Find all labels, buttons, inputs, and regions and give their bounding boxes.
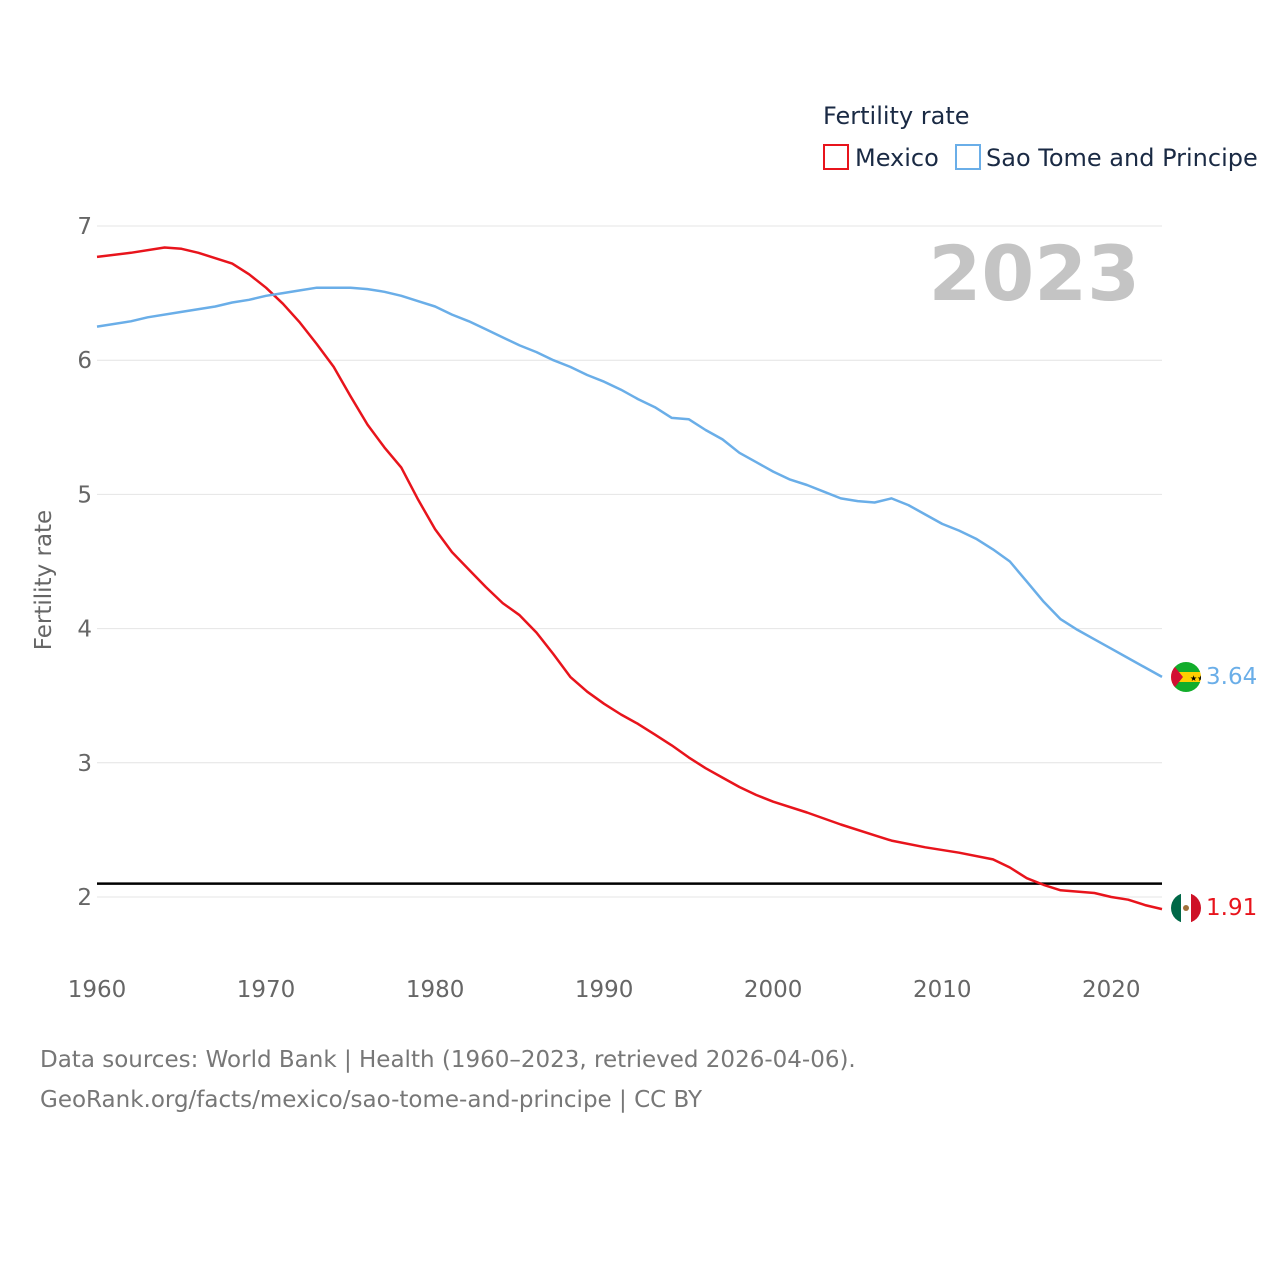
- source-link[interactable]: GeoRank.org/facts/mexico/sao-tome-and-pr…: [40, 1087, 703, 1113]
- legend: Fertility rate Mexico Sao Tome and Princ…: [823, 102, 1258, 172]
- gridlines: [97, 225, 1162, 898]
- sao-tome-flag-icon: ★★: [1171, 662, 1204, 692]
- x-tick-label-1960: 1960: [68, 977, 127, 1003]
- x-tick-label-1980: 1980: [406, 977, 465, 1003]
- y-tick-label-5: 5: [77, 482, 92, 508]
- y-axis-label: Fertility rate: [31, 510, 57, 650]
- legend-swatch-sao-tome: [955, 144, 981, 170]
- x-tick-label-2020: 2020: [1082, 977, 1141, 1003]
- y-tick-label-7: 7: [77, 214, 92, 240]
- y-tick-label-3: 3: [77, 751, 92, 777]
- series-line-sao-tome-and-principe[interactable]: [96, 286, 1163, 678]
- mexico-flag-icon: [1171, 893, 1201, 923]
- x-tick-label-2010: 2010: [913, 977, 972, 1003]
- footer: Data sources: World Bank | Health (1960–…: [40, 1040, 856, 1120]
- series-lines: [96, 246, 1163, 911]
- y-tick-label-2: 2: [77, 885, 92, 911]
- series-line-mexico[interactable]: [96, 246, 1163, 911]
- legend-item-mexico[interactable]: Mexico: [823, 144, 939, 172]
- sao-tome-end-value: 3.64: [1206, 664, 1257, 690]
- legend-label-sao-tome: Sao Tome and Principe: [986, 144, 1258, 172]
- svg-text:★★: ★★: [1190, 674, 1204, 683]
- x-axis-ticks: 1960 1970 1980 1990 2000 2010 2020: [68, 977, 1141, 1003]
- y-tick-label-6: 6: [77, 348, 92, 374]
- legend-swatch-mexico: [823, 144, 849, 170]
- legend-label-mexico: Mexico: [855, 144, 939, 172]
- legend-item-sao-tome[interactable]: Sao Tome and Principe: [955, 144, 1258, 172]
- current-year-label: 2023: [928, 229, 1140, 318]
- x-tick-label-1990: 1990: [575, 977, 634, 1003]
- y-axis-ticks: 2 3 4 5 6 7: [77, 214, 92, 911]
- legend-title: Fertility rate: [823, 102, 970, 130]
- x-tick-label-1970: 1970: [237, 977, 296, 1003]
- mexico-end-value: 1.91: [1206, 895, 1257, 921]
- x-tick-label-2000: 2000: [744, 977, 803, 1003]
- data-source-text: Data sources: World Bank | Health (1960–…: [40, 1047, 856, 1073]
- y-tick-label-4: 4: [77, 617, 92, 643]
